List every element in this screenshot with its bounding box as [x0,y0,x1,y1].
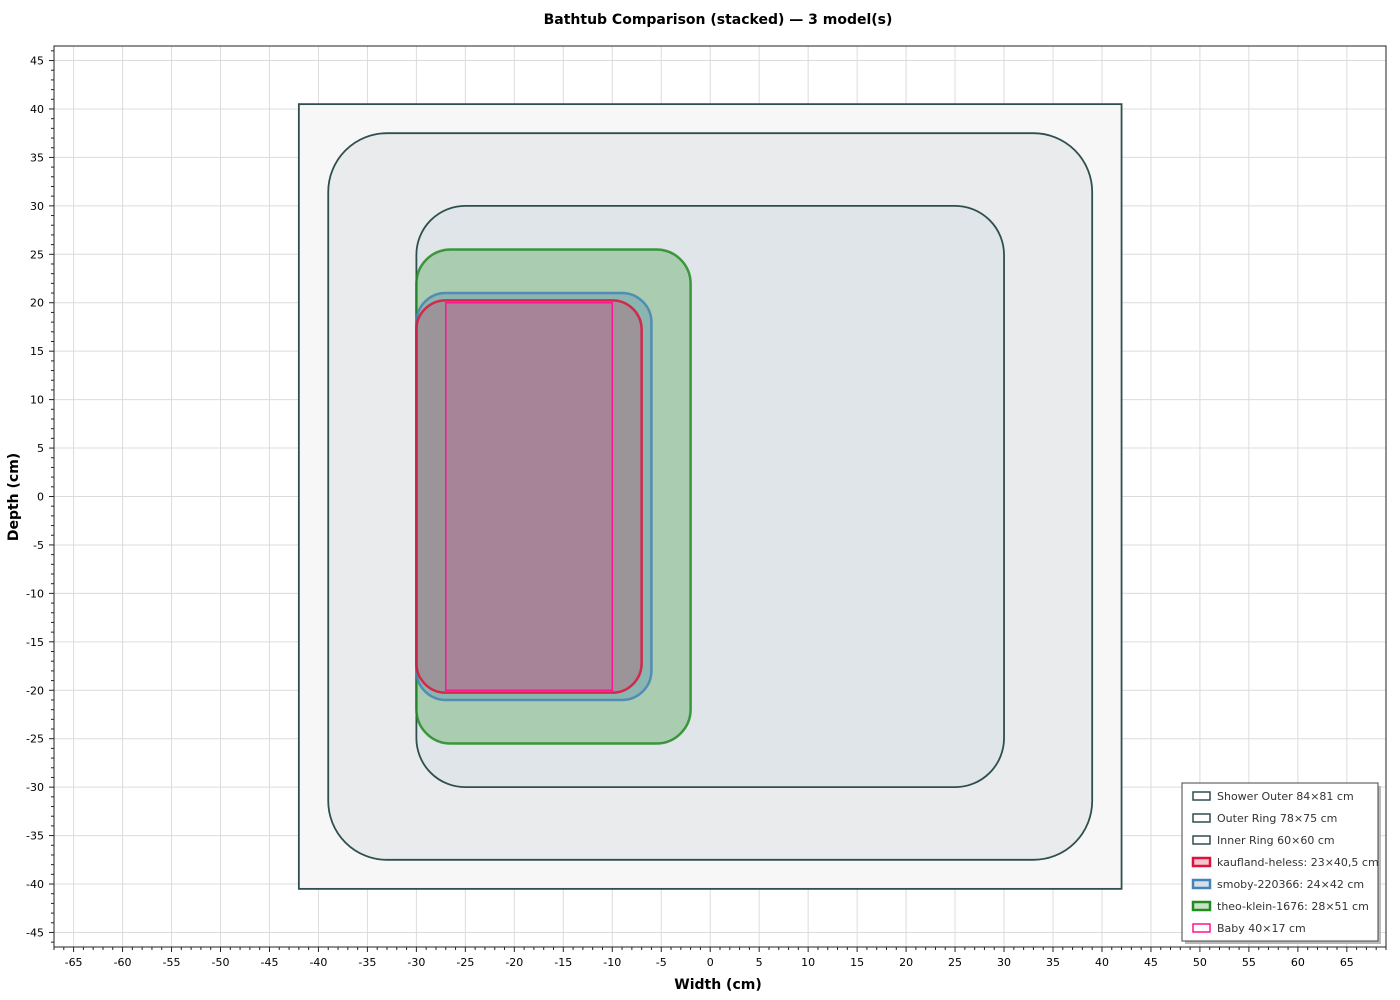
legend-label: Shower Outer 84×81 cm [1217,790,1354,803]
y-tick-label: -35 [26,830,44,843]
x-tick-label: -35 [358,956,376,969]
x-tick-label: 45 [1144,956,1158,969]
legend-swatch [1191,900,1212,912]
x-tick-label: -45 [260,956,278,969]
legend-label: kaufland-heless: 23×40,5 cm [1217,856,1379,869]
y-tick-label: -20 [26,684,44,697]
y-tick-label: 0 [37,491,44,504]
y-tick-label: 25 [30,248,44,261]
y-tick-label: 5 [37,442,44,455]
shape-kaufland-heless [415,299,643,694]
x-tick-label: 30 [997,956,1011,969]
plot-shapes [297,103,1123,890]
y-axis-label: Depth (cm) [6,453,22,541]
x-tick-label: -65 [65,956,83,969]
chart-title: Bathtub Comparison (stacked) — 3 model(s… [544,12,893,28]
y-tick-label: -30 [26,781,44,794]
x-tick-label: 15 [850,956,864,969]
shape-baby-40×17 [445,301,614,692]
y-tick-label: -10 [26,587,44,600]
x-tick-label: -50 [212,956,230,969]
legend-swatch [1191,856,1212,868]
legend-label: Baby 40×17 cm [1217,922,1306,935]
legend-label: smoby-220366: 24×42 cm [1217,878,1364,891]
legend-swatch [1192,923,1211,933]
y-tick-label: 20 [30,297,44,310]
y-tick-label: 40 [30,103,44,116]
y-tick-label: -40 [26,878,44,891]
legend: Shower Outer 84×81 cm Outer Ring 78×75 cm… [1181,782,1381,944]
x-tick-label: -5 [656,956,667,969]
x-tick-label: 10 [801,956,815,969]
y-tick-label: 35 [30,151,44,164]
legend-swatch [1192,791,1211,801]
x-tick-label: 60 [1291,956,1305,969]
x-tick-label: -30 [407,956,425,969]
x-tick-label: -25 [456,956,474,969]
x-tick-label: 50 [1193,956,1207,969]
x-tick-label: -55 [163,956,181,969]
x-tick-label: 5 [756,956,763,969]
x-tick-label: -60 [114,956,132,969]
legend-swatch [1191,878,1212,890]
x-axis-label: Width (cm) [674,977,761,993]
x-tick-label: 35 [1046,956,1060,969]
x-tick-label: -40 [309,956,327,969]
y-tick-label: -5 [33,539,44,552]
y-tick-label: 15 [30,345,44,358]
x-tick-label: 65 [1340,956,1354,969]
legend-label: theo-klein-1676: 28×51 cm [1217,900,1369,913]
legend-box [1181,782,1379,942]
y-tick-label: 45 [30,55,44,68]
x-tick-label: -10 [603,956,621,969]
x-tick-label: -20 [505,956,523,969]
x-tick-label: 0 [707,956,714,969]
y-tick-label: -45 [26,926,44,939]
axis-ticks: -65 -60 -55 -50 -45 -40 -35 -30 -25 -20 -15 -10 -5 0 5… [26,50,1387,969]
x-tick-label: 40 [1095,956,1109,969]
y-tick-label: 30 [30,200,44,213]
legend-label: Inner Ring 60×60 cm [1217,834,1335,847]
y-tick-label: 10 [30,394,44,407]
y-tick-label: -25 [26,733,44,746]
x-tick-label: 55 [1242,956,1256,969]
x-tick-label: 20 [899,956,913,969]
legend-swatch [1192,813,1211,823]
legend-label: Outer Ring 78×75 cm [1217,812,1337,825]
x-tick-label: 25 [948,956,962,969]
y-tick-label: -15 [26,636,44,649]
legend-swatch [1192,835,1211,845]
x-tick-label: -15 [554,956,572,969]
